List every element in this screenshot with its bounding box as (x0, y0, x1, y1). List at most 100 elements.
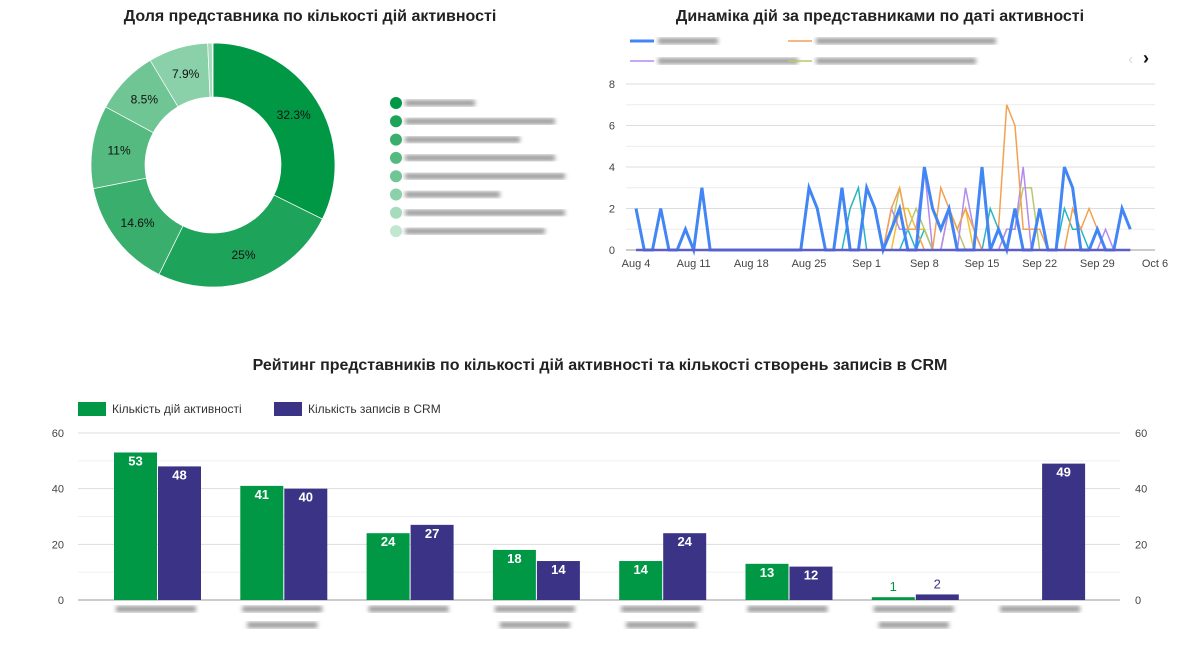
donut-slice (158, 194, 323, 288)
y-tick-label: 8 (609, 79, 615, 91)
category-label-redacted (247, 622, 318, 628)
donut-slice (212, 42, 336, 220)
slice-label: 14.6% (121, 216, 155, 230)
legend-label-redacted (405, 228, 545, 235)
y-tick-label-right: 60 (1135, 428, 1147, 440)
category-label-redacted (242, 606, 323, 612)
y-tick-label-left: 60 (52, 428, 64, 440)
bar-data-label: 18 (507, 551, 521, 566)
donut-slice (211, 42, 214, 98)
bar (240, 485, 284, 600)
slice-label: 7.9% (172, 67, 200, 81)
bar-data-label: 14 (633, 562, 648, 577)
bar-data-label: 14 (551, 562, 566, 577)
legend-label-redacted (658, 58, 798, 64)
category-label-redacted (1000, 606, 1081, 612)
x-tick-label: Aug 11 (677, 258, 711, 270)
bar-data-label: 40 (299, 490, 313, 505)
x-tick-label: Sep 22 (1022, 258, 1057, 270)
legend-dot (390, 151, 402, 164)
legend-label-redacted (816, 58, 976, 64)
legend-label-redacted (405, 173, 565, 180)
legend-label-redacted (405, 100, 475, 106)
legend-dot (390, 170, 402, 183)
slice-label: 11% (108, 144, 131, 158)
legend-label-redacted (405, 209, 565, 216)
bar-data-label: 48 (172, 467, 186, 482)
category-label-redacted (878, 622, 949, 628)
bar (745, 563, 789, 600)
bar-data-label: 24 (381, 534, 396, 549)
bar (1042, 463, 1086, 600)
legend-dot (390, 225, 402, 238)
legend-swatch (78, 402, 106, 416)
y-tick-label: 0 (609, 245, 615, 257)
legend-dot (390, 115, 402, 128)
category-label-redacted (626, 622, 697, 628)
category-label-redacted (368, 606, 449, 612)
category-label-redacted (116, 606, 196, 612)
series-line (636, 104, 1131, 251)
legend-label-redacted (405, 191, 500, 198)
category-label-redacted (873, 606, 954, 612)
x-tick-label: Sep 29 (1080, 258, 1115, 270)
x-tick-label: Sep 8 (910, 258, 939, 270)
legend-label: Кількість дій активності (112, 402, 242, 416)
legend-label-redacted (658, 38, 718, 44)
x-tick-label: Oct 6 (1142, 258, 1168, 270)
bar (619, 561, 663, 600)
legend-dot (390, 133, 402, 146)
slice-label: 25% (231, 248, 255, 262)
bar (284, 488, 328, 600)
x-tick-label: Aug 18 (734, 258, 769, 270)
bar (663, 533, 707, 600)
bar (492, 549, 536, 600)
bar-data-label: 49 (1056, 465, 1070, 480)
bar-data-label: 27 (425, 526, 439, 541)
legend-dot (390, 97, 402, 109)
bar-data-label: 2 (934, 576, 941, 591)
legend-label: Кількість записів в CRM (308, 402, 441, 416)
bar (114, 452, 157, 600)
x-tick-label: Aug 25 (792, 258, 827, 270)
bar (915, 594, 959, 600)
legend-label-redacted (405, 136, 520, 143)
y-tick-label: 2 (609, 204, 615, 216)
donut-title: Доля представника по кількості дій актив… (123, 8, 497, 25)
bar-title: Рейтинг представників по кількості дій а… (252, 357, 948, 374)
slice-label: 8.5% (131, 92, 159, 106)
bar (158, 466, 201, 600)
legend-label-redacted (405, 154, 555, 161)
legend-dot (390, 188, 402, 201)
category-label-redacted (499, 622, 570, 628)
bar (871, 597, 915, 600)
y-tick-label: 6 (609, 121, 615, 133)
category-label-redacted (747, 606, 828, 612)
x-tick-label: Sep 15 (965, 258, 1000, 270)
legend-label-redacted (816, 38, 996, 44)
category-label-redacted (494, 606, 575, 612)
y-tick-label-right: 20 (1135, 539, 1147, 551)
bar-data-label: 41 (255, 487, 269, 502)
slice-label: 32.3% (277, 108, 311, 122)
bar (789, 566, 833, 600)
legend-label-redacted (405, 118, 555, 125)
x-tick-label: Aug 4 (622, 258, 651, 270)
category-label-redacted (621, 606, 702, 612)
bar (410, 524, 454, 600)
bar (536, 561, 580, 600)
y-tick-label-right: 0 (1135, 595, 1141, 607)
y-tick-label-left: 0 (58, 595, 64, 607)
prev-page-icon[interactable]: ‹ (1128, 51, 1133, 68)
x-tick-label: Sep 1 (852, 258, 881, 270)
y-tick-label-left: 40 (52, 484, 64, 496)
y-tick-label-right: 40 (1135, 484, 1147, 496)
bar-data-label: 53 (128, 453, 142, 468)
bar-data-label: 12 (804, 568, 818, 583)
line-title: Динаміка дій за представниками по даті а… (675, 8, 1085, 25)
legend-swatch (274, 402, 302, 416)
next-page-icon[interactable]: › (1143, 48, 1149, 68)
bar-data-label: 13 (760, 565, 774, 580)
bar-data-label: 24 (677, 534, 692, 549)
